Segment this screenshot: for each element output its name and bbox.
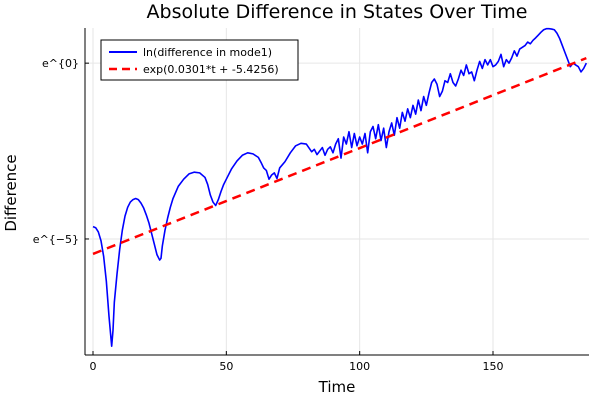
y-axis-label: Difference	[2, 154, 20, 231]
legend-box	[100, 39, 299, 81]
y-tick-label: e^{0}	[42, 57, 79, 70]
series	[92, 27, 588, 348]
x-tick-label: 150	[483, 360, 504, 373]
legend: ln(difference in mode1) exp(0.0301*t + -…	[100, 39, 299, 81]
y-tick-label: e^{−5}	[33, 233, 79, 246]
ticks: 0 50 100 150 e^{0} e^{−5}	[33, 57, 504, 373]
axes	[84, 28, 589, 356]
x-tick-label: 0	[90, 360, 97, 373]
legend-label-series-2: exp(0.0301*t + -5.4256)	[143, 63, 279, 76]
x-axis-label: Time	[318, 378, 356, 396]
grid	[85, 28, 589, 355]
legend-label-series-1: ln(difference in mode1)	[143, 46, 272, 59]
series-line-measured	[92, 27, 588, 348]
x-tick-label: 50	[219, 360, 233, 373]
x-tick-label: 100	[349, 360, 370, 373]
series-line-fit	[92, 56, 587, 256]
chart-title: Absolute Difference in States Over Time	[147, 1, 528, 23]
